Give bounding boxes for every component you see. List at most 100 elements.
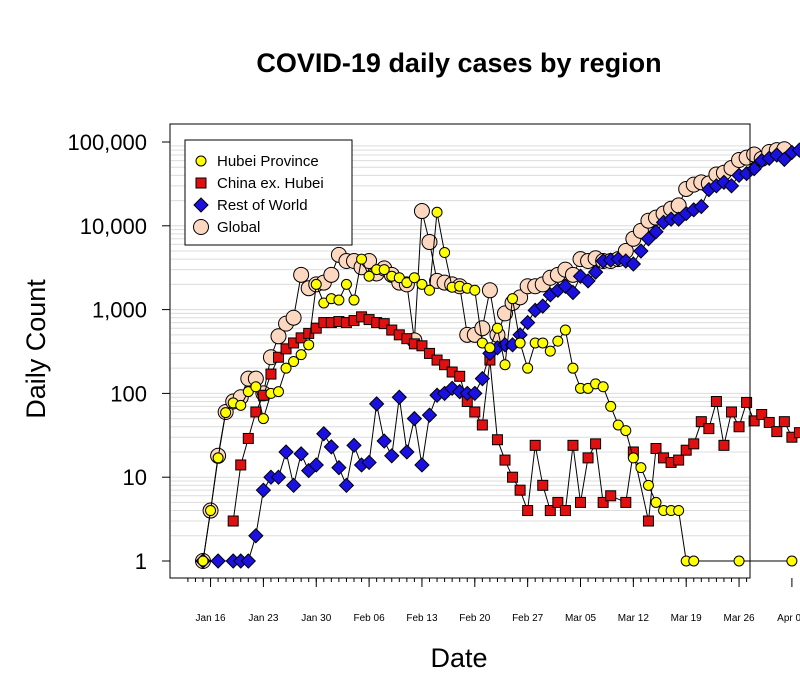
data-point bbox=[537, 479, 549, 491]
legend-marker bbox=[195, 155, 207, 167]
data-point bbox=[733, 421, 745, 433]
data-point bbox=[723, 178, 740, 194]
data-point bbox=[242, 432, 254, 444]
x-tick-label: Mar 05 bbox=[565, 613, 597, 624]
data-point bbox=[499, 454, 511, 466]
data-point bbox=[544, 505, 556, 517]
data-point bbox=[323, 439, 340, 455]
data-point bbox=[771, 426, 783, 438]
data-point bbox=[293, 446, 309, 462]
data-point bbox=[514, 484, 526, 496]
data-point bbox=[376, 433, 392, 449]
data-point bbox=[726, 406, 737, 418]
data-point bbox=[270, 328, 287, 345]
data-point bbox=[250, 381, 262, 393]
legend-box bbox=[184, 139, 353, 246]
data-point bbox=[476, 419, 488, 431]
x-axis: Jan 16 Jan 23 Jan 30 Feb 06 Feb 13 Feb 20 Feb … bbox=[187, 578, 800, 624]
data-point bbox=[507, 471, 519, 483]
data-point bbox=[567, 439, 579, 451]
data-point bbox=[481, 282, 498, 299]
legend-item-china-ex-hubei: China ex. Hubei bbox=[195, 175, 324, 192]
data-point bbox=[378, 318, 390, 330]
data-point bbox=[650, 496, 662, 508]
data-point bbox=[642, 479, 654, 491]
data-point bbox=[356, 253, 368, 265]
data-point bbox=[235, 459, 247, 471]
data-point bbox=[733, 555, 745, 567]
data-point bbox=[552, 496, 564, 508]
data-point bbox=[220, 407, 232, 419]
data-point bbox=[303, 339, 315, 351]
data-point bbox=[308, 457, 324, 473]
data-point bbox=[693, 198, 710, 215]
y-tick-label: 100,000 bbox=[67, 130, 147, 155]
plot-frame bbox=[169, 123, 751, 579]
data-point bbox=[474, 320, 491, 337]
legend: Hubei Province China ex. Hubei Rest of Wor… bbox=[184, 139, 353, 246]
data-point bbox=[280, 343, 292, 355]
data-point bbox=[786, 555, 798, 567]
data-point bbox=[255, 482, 272, 498]
data-point bbox=[552, 335, 564, 347]
data-point bbox=[384, 448, 400, 464]
data-point bbox=[323, 266, 340, 283]
data-point bbox=[484, 342, 496, 354]
data-point bbox=[348, 294, 360, 306]
data-point bbox=[205, 505, 217, 517]
data-point bbox=[439, 247, 451, 259]
data-point bbox=[361, 454, 377, 471]
data-point bbox=[673, 505, 685, 517]
data-point bbox=[627, 452, 639, 464]
y-axis: 1 10 100 1,000 10,000 100,000 bbox=[67, 130, 170, 574]
legend-label: China ex. Hubei bbox=[217, 175, 324, 192]
data-point bbox=[741, 396, 753, 408]
data-point bbox=[793, 427, 800, 439]
data-point bbox=[416, 278, 428, 290]
data-point bbox=[431, 206, 443, 218]
data-point bbox=[499, 359, 511, 371]
data-point bbox=[695, 416, 707, 428]
data-point bbox=[424, 284, 435, 296]
data-point bbox=[340, 278, 352, 290]
data-point bbox=[333, 294, 345, 306]
data-point bbox=[391, 389, 408, 405]
x-tick-label: Feb 27 bbox=[512, 613, 544, 624]
data-point bbox=[310, 278, 322, 290]
data-point bbox=[424, 347, 435, 359]
x-tick-label: Feb 06 bbox=[354, 613, 386, 624]
chart-title: COVID-19 daily cases by region bbox=[256, 48, 661, 78]
data-point bbox=[273, 351, 284, 363]
data-point bbox=[791, 142, 800, 158]
y-axis-title: Daily Count bbox=[21, 279, 51, 419]
data-point bbox=[575, 496, 586, 508]
data-point bbox=[227, 515, 239, 527]
data-point bbox=[748, 415, 760, 427]
data-point bbox=[293, 266, 310, 283]
data-point bbox=[248, 528, 264, 544]
y-tick-label: 100 bbox=[110, 381, 147, 406]
data-point bbox=[285, 477, 302, 494]
data-point bbox=[544, 345, 556, 357]
data-point bbox=[580, 273, 596, 289]
data-point bbox=[605, 400, 617, 412]
data-point bbox=[522, 505, 534, 517]
x-tick-label: Feb 13 bbox=[406, 613, 438, 624]
data-point bbox=[280, 362, 292, 374]
x-tick-label: Jan 30 bbox=[301, 613, 331, 624]
data-point bbox=[522, 362, 534, 374]
data-point bbox=[212, 452, 224, 464]
data-point bbox=[537, 337, 549, 349]
data-point bbox=[210, 553, 226, 569]
x-axis-title: Date bbox=[430, 643, 487, 673]
x-tick-label: Mar 26 bbox=[723, 613, 755, 624]
data-point bbox=[680, 444, 692, 456]
legend-marker bbox=[195, 177, 207, 189]
data-point bbox=[338, 477, 355, 494]
data-point bbox=[270, 469, 287, 485]
data-point bbox=[642, 515, 654, 527]
data-point bbox=[368, 396, 385, 412]
data-point bbox=[688, 438, 700, 450]
